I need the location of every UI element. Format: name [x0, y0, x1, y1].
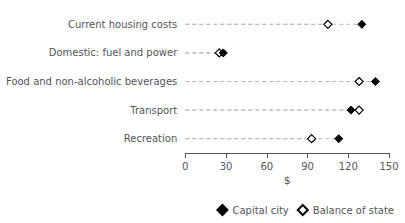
- svg-text:Recreation: Recreation: [124, 133, 177, 144]
- svg-text:Capital city: Capital city: [232, 205, 288, 216]
- svg-text:0: 0: [182, 161, 188, 172]
- svg-text:Current housing costs: Current housing costs: [68, 19, 177, 30]
- svg-text:30: 30: [220, 161, 233, 172]
- svg-text:Transport: Transport: [129, 105, 177, 116]
- svg-text:Balance of state: Balance of state: [313, 205, 394, 216]
- svg-text:150: 150: [379, 161, 398, 172]
- svg-text:90: 90: [301, 161, 314, 172]
- svg-text:60: 60: [260, 161, 273, 172]
- svg-text:$: $: [284, 174, 291, 187]
- svg-text:Domestic: fuel and power: Domestic: fuel and power: [49, 47, 178, 58]
- svg-text:120: 120: [339, 161, 358, 172]
- svg-text:Food and non-alcoholic beverag: Food and non-alcoholic beverages: [6, 76, 177, 87]
